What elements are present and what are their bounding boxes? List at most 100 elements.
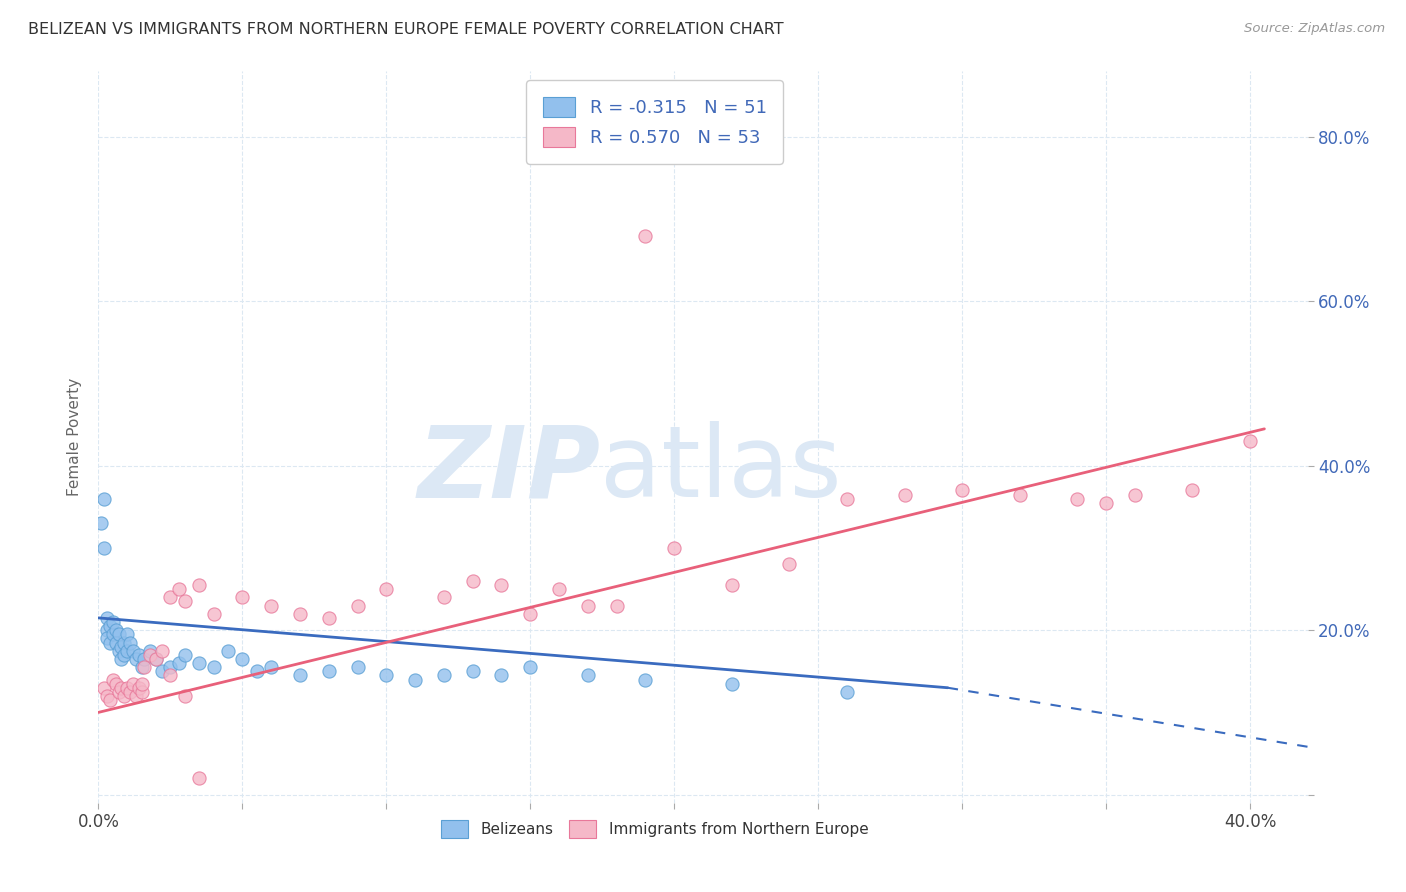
Point: [548, 582, 571, 596]
Point: [115, 644, 138, 658]
Point: [318, 611, 340, 625]
Point: [96, 689, 118, 703]
Text: atlas: atlas: [600, 422, 842, 518]
Point: [120, 635, 142, 649]
Point: [778, 558, 800, 572]
Point: [128, 648, 150, 662]
Point: [375, 668, 398, 682]
Point: [950, 483, 973, 498]
Point: [217, 644, 239, 658]
Point: [231, 591, 253, 605]
Point: [893, 487, 915, 501]
Point: [1008, 487, 1031, 501]
Point: [107, 644, 129, 658]
Point: [112, 689, 135, 703]
Point: [90, 516, 112, 531]
Point: [1181, 483, 1204, 498]
Legend: Belizeans, Immigrants from Northern Europe: Belizeans, Immigrants from Northern Euro…: [429, 808, 880, 850]
Point: [98, 619, 121, 633]
Point: [167, 656, 190, 670]
Point: [375, 582, 398, 596]
Point: [101, 627, 124, 641]
Point: [318, 665, 340, 679]
Point: [122, 644, 145, 658]
Point: [110, 652, 132, 666]
Point: [98, 693, 121, 707]
Point: [128, 681, 150, 695]
Point: [1123, 487, 1146, 501]
Point: [491, 578, 513, 592]
Point: [634, 228, 657, 243]
Point: [491, 668, 513, 682]
Point: [134, 660, 156, 674]
Point: [519, 660, 541, 674]
Point: [246, 665, 269, 679]
Point: [231, 652, 253, 666]
Point: [173, 594, 195, 608]
Point: [96, 611, 118, 625]
Point: [173, 648, 195, 662]
Point: [260, 599, 283, 613]
Point: [98, 635, 121, 649]
Point: [433, 591, 456, 605]
Point: [188, 578, 211, 592]
Point: [104, 624, 127, 638]
Point: [145, 652, 167, 666]
Y-axis label: Female Poverty: Female Poverty: [67, 378, 83, 496]
Point: [461, 574, 484, 588]
Text: BELIZEAN VS IMMIGRANTS FROM NORTHERN EUROPE FEMALE POVERTY CORRELATION CHART: BELIZEAN VS IMMIGRANTS FROM NORTHERN EUR…: [28, 22, 783, 37]
Point: [104, 676, 127, 690]
Point: [93, 681, 115, 695]
Point: [202, 660, 225, 674]
Point: [139, 644, 162, 658]
Point: [101, 673, 124, 687]
Point: [131, 685, 153, 699]
Point: [96, 632, 118, 646]
Text: Source: ZipAtlas.com: Source: ZipAtlas.com: [1244, 22, 1385, 36]
Point: [173, 689, 195, 703]
Point: [131, 660, 153, 674]
Point: [120, 685, 142, 699]
Point: [835, 491, 858, 506]
Point: [110, 681, 132, 695]
Point: [664, 541, 686, 555]
Point: [188, 771, 211, 785]
Point: [159, 591, 181, 605]
Point: [461, 665, 484, 679]
Point: [1095, 496, 1118, 510]
Point: [107, 685, 129, 699]
Point: [112, 648, 135, 662]
Point: [104, 635, 127, 649]
Point: [110, 640, 132, 654]
Point: [1066, 491, 1088, 506]
Point: [576, 668, 599, 682]
Point: [150, 665, 173, 679]
Point: [159, 668, 181, 682]
Point: [159, 660, 181, 674]
Text: ZIP: ZIP: [418, 422, 600, 518]
Point: [288, 607, 311, 621]
Point: [125, 652, 148, 666]
Point: [519, 607, 541, 621]
Point: [96, 624, 118, 638]
Point: [115, 681, 138, 695]
Point: [115, 627, 138, 641]
Point: [93, 491, 115, 506]
Point: [107, 627, 129, 641]
Point: [404, 673, 426, 687]
Point: [346, 599, 368, 613]
Point: [260, 660, 283, 674]
Point: [288, 668, 311, 682]
Point: [576, 599, 599, 613]
Point: [122, 676, 145, 690]
Point: [634, 673, 657, 687]
Point: [720, 676, 742, 690]
Point: [346, 660, 368, 674]
Point: [93, 541, 115, 555]
Point: [145, 652, 167, 666]
Point: [433, 668, 456, 682]
Point: [112, 635, 135, 649]
Point: [139, 648, 162, 662]
Point: [188, 656, 211, 670]
Point: [150, 644, 173, 658]
